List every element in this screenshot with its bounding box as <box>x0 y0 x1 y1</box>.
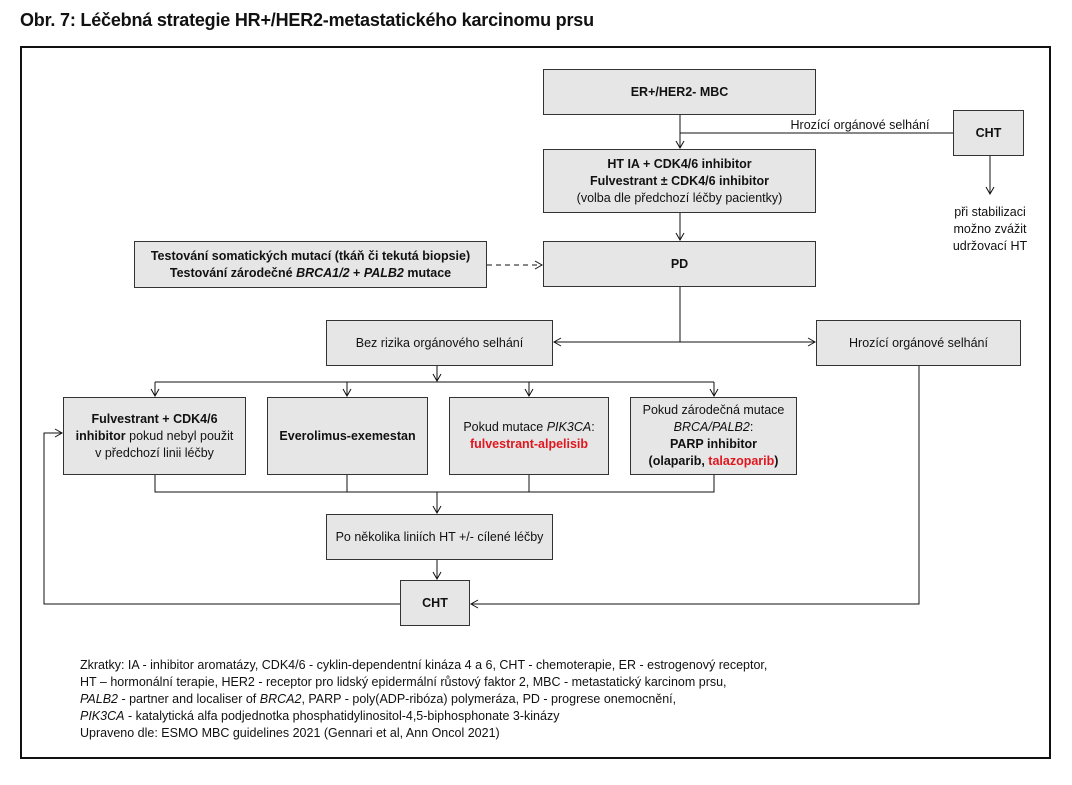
line: Testování somatických mutací (tkáň či te… <box>150 248 471 263</box>
footer-line: Upraveno dle: ESMO MBC guidelines 2021 (… <box>80 726 500 740</box>
note-line: možno zvážit <box>953 222 1027 236</box>
node-option-fulvestrant: Fulvestrant + CDK4/6 inhibitor pokud neb… <box>63 397 246 475</box>
cht-note: při stabilizaci možno zvážit udržovací H… <box>940 204 1040 255</box>
node-organ-failure: Hrozící orgánové selhání <box>816 320 1021 366</box>
node-cht-bottom: CHT <box>400 580 470 626</box>
edge-organfailure-cht <box>469 366 920 609</box>
diagram-frame <box>20 46 1051 759</box>
node-option-pik3ca: Pokud mutace PIK3CA: fulvestrant-alpelis… <box>449 397 609 475</box>
node-option-parp: Pokud zárodečná mutace BRCA/PALB2: PARP … <box>630 397 797 475</box>
line: (volba dle předchozí léčby pacientky) <box>576 190 783 205</box>
note-line: udržovací HT <box>952 239 1028 253</box>
edge-cht-loop <box>43 428 400 605</box>
abbreviations-footer: Zkratky: IA - inhibitor aromatázy, CDK4/… <box>80 657 767 742</box>
node-start: ER+/HER2- MBC <box>543 69 816 115</box>
node-first-line: HT IA + CDK4/6 inhibitor Fulvestrant ± C… <box>543 149 816 213</box>
node-pd: PD <box>543 241 816 287</box>
footer-line: PALB2 - partner and localiser of BRCA2, … <box>80 692 677 706</box>
footer-line: PIK3CA - katalytická alfa podjednotka ph… <box>80 709 560 723</box>
label-organ-failure: Hrozící orgánové selhání <box>790 118 930 132</box>
node-after-lines: Po několika liniích HT +/- cílené léčby <box>326 514 553 560</box>
line: HT IA + CDK4/6 inhibitor <box>607 156 752 171</box>
line: Fulvestrant ± CDK4/6 inhibitor <box>589 173 770 188</box>
node-testing: Testování somatických mutací (tkáň či te… <box>134 241 487 288</box>
footer-line: HT – hormonální terapie, HER2 - receptor… <box>80 675 727 689</box>
node-option-everolimus: Everolimus-exemestan <box>267 397 428 475</box>
figure-title: Obr. 7: Léčebná strategie HR+/HER2-metas… <box>20 10 594 30</box>
node-no-risk: Bez rizika orgánového selhání <box>326 320 553 366</box>
note-line: při stabilizaci <box>954 205 1026 219</box>
footer-line: Zkratky: IA - inhibitor aromatázy, CDK4/… <box>80 658 768 672</box>
line: Testování zárodečné BRCA1/2 + PALB2 muta… <box>169 265 452 280</box>
node-cht-top: CHT <box>953 110 1024 156</box>
